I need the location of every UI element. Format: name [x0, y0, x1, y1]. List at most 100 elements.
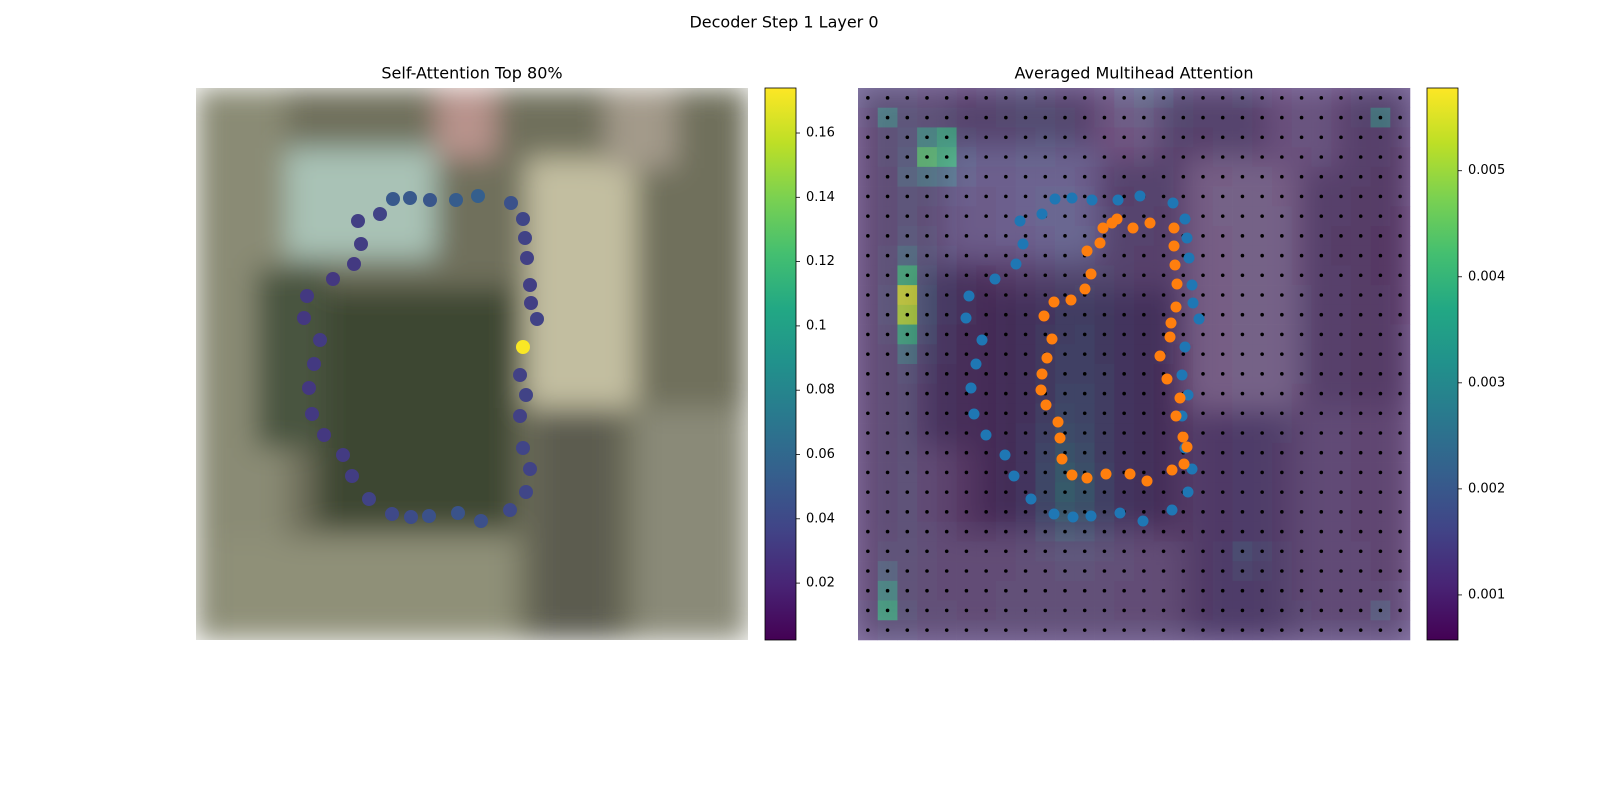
reference-point [1260, 431, 1264, 435]
reference-point [1319, 273, 1324, 278]
reference-point [1043, 549, 1048, 554]
reference-point [1102, 549, 1107, 554]
reference-point [1063, 470, 1067, 475]
colorbar-tick-label: 0.002 [1468, 481, 1505, 496]
reference-point [1358, 608, 1363, 613]
reference-point [925, 411, 929, 416]
reference-point [1319, 155, 1324, 159]
reference-point [1358, 174, 1363, 179]
reference-point [1122, 96, 1126, 100]
point [1048, 296, 1060, 308]
reference-point [944, 155, 949, 159]
reference-point [1201, 115, 1205, 120]
reference-point [1378, 273, 1383, 278]
point [980, 429, 992, 441]
reference-point [905, 352, 910, 356]
point [347, 257, 361, 271]
reference-point [1004, 115, 1008, 120]
reference-point [1102, 214, 1107, 218]
reference-point [1043, 510, 1048, 514]
reference-point [885, 470, 890, 475]
point [403, 191, 417, 205]
reference-point [1299, 312, 1304, 317]
reference-point [1260, 135, 1264, 140]
reference-point [1082, 352, 1087, 356]
point [989, 273, 1001, 285]
reference-point [964, 352, 969, 356]
reference-point [1142, 450, 1146, 455]
reference-point [1201, 391, 1205, 396]
reference-point [1240, 332, 1245, 337]
reference-point [1201, 174, 1205, 179]
point [1124, 468, 1136, 480]
reference-point [1142, 549, 1146, 554]
reference-point [1280, 529, 1284, 534]
reference-point [1043, 569, 1048, 573]
reference-point [1004, 352, 1008, 356]
reference-point [925, 628, 929, 632]
reference-point [1260, 490, 1264, 494]
point [1169, 259, 1181, 271]
reference-point [1398, 234, 1402, 238]
reference-point [1220, 155, 1225, 159]
point [1179, 341, 1191, 353]
point [520, 251, 534, 265]
reference-point [1398, 312, 1402, 317]
reference-point [1240, 174, 1245, 179]
reference-point [925, 194, 929, 199]
reference-point [1004, 628, 1008, 632]
reference-point [1181, 293, 1186, 297]
reference-point [1142, 332, 1146, 337]
reference-point [944, 628, 949, 632]
reference-point [905, 391, 910, 396]
reference-point [944, 569, 949, 573]
reference-point [1161, 293, 1166, 297]
reference-point [1280, 569, 1284, 573]
reference-point [1280, 194, 1284, 199]
point [1166, 464, 1178, 476]
reference-point [1142, 490, 1146, 494]
reference-point [984, 293, 988, 297]
reference-point [905, 174, 910, 179]
reference-point [984, 273, 988, 278]
reference-point [1063, 135, 1067, 140]
reference-point [1102, 234, 1107, 238]
point [1170, 410, 1182, 422]
reference-point [866, 588, 870, 593]
reference-point [1319, 96, 1324, 100]
reference-point [1299, 431, 1304, 435]
reference-point [1063, 391, 1067, 396]
reference-point [1063, 431, 1067, 435]
reference-point [1082, 490, 1087, 494]
reference-point [1280, 96, 1284, 100]
reference-point [1398, 372, 1402, 376]
reference-point [1063, 608, 1067, 613]
reference-point [984, 608, 988, 613]
reference-point [1339, 588, 1343, 593]
point [999, 449, 1011, 461]
colorbar [1426, 87, 1459, 641]
reference-point [1240, 470, 1245, 475]
reference-point [1378, 431, 1383, 435]
reference-point [1043, 608, 1048, 613]
reference-point [885, 115, 890, 120]
reference-point [1181, 510, 1186, 514]
reference-point [944, 391, 949, 396]
reference-point [1063, 155, 1067, 159]
reference-point [1299, 549, 1304, 554]
point [1038, 310, 1050, 322]
reference-point [905, 214, 910, 218]
reference-point [944, 431, 949, 435]
reference-point [1398, 214, 1402, 218]
reference-point [1082, 391, 1087, 396]
reference-point [866, 234, 870, 238]
reference-point [1240, 490, 1245, 494]
reference-point [885, 96, 890, 100]
reference-point [1319, 194, 1324, 199]
point [513, 368, 527, 382]
reference-point [1319, 470, 1324, 475]
point [1186, 463, 1198, 475]
reference-point [1240, 234, 1245, 238]
reference-point [1122, 214, 1126, 218]
figure-title: Decoder Step 1 Layer 0 [689, 13, 878, 32]
